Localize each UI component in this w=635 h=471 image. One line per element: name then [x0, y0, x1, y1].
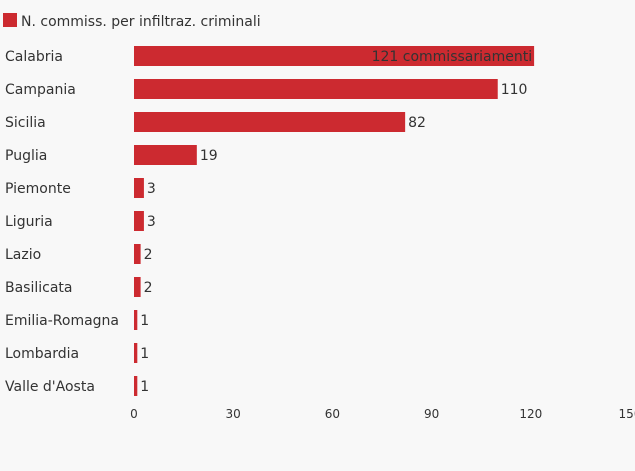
category-label: Piemonte	[5, 181, 71, 197]
data-label: 2	[144, 247, 153, 263]
data-labels: 121 commissariamenti 110 82 19 3 3 2 2 1 1 1	[140, 49, 532, 395]
category-label: Valle d'Aosta	[5, 379, 95, 395]
category-label: Calabria	[5, 49, 63, 65]
bar	[134, 211, 144, 231]
legend-swatch	[3, 13, 17, 27]
legend-label: N. commiss. per infiltraz. criminali	[21, 14, 261, 30]
bar	[134, 310, 138, 330]
bar	[134, 112, 406, 132]
data-label: 110	[501, 82, 528, 98]
data-label: 3	[147, 181, 156, 197]
bar	[134, 244, 141, 264]
data-label: 1	[140, 346, 149, 362]
category-label: Sicilia	[5, 115, 46, 131]
x-tick-label: 120	[519, 407, 542, 421]
category-label: Basilicata	[5, 280, 73, 296]
x-tick-label: 150	[619, 407, 635, 421]
data-label: 1	[140, 313, 149, 329]
bar	[134, 376, 138, 396]
x-tick-label: 0	[130, 407, 138, 421]
data-label: 3	[147, 214, 156, 230]
x-axis-ticks: 0 30 60 90 120 150	[130, 407, 635, 421]
bar	[134, 79, 498, 99]
data-label: 1	[140, 379, 149, 395]
x-tick-label: 90	[424, 407, 439, 421]
category-labels: Calabria Campania Sicilia Puglia Piemonte Lig…	[5, 49, 119, 395]
data-label: 82	[408, 115, 426, 131]
bar	[134, 343, 138, 363]
data-label: 121 commissariamenti	[372, 49, 533, 65]
category-label: Lombardia	[5, 346, 79, 362]
bar	[134, 277, 141, 297]
data-label: 2	[144, 280, 153, 296]
category-label: Campania	[5, 82, 76, 98]
legend: N. commiss. per infiltraz. criminali	[3, 13, 261, 30]
bar	[134, 145, 197, 165]
category-label: Lazio	[5, 247, 41, 263]
x-tick-label: 60	[325, 407, 340, 421]
bar	[134, 46, 535, 66]
x-tick-label: 30	[226, 407, 241, 421]
bars	[134, 46, 535, 396]
category-label: Emilia-Romagna	[5, 313, 119, 329]
bar	[134, 178, 144, 198]
category-label: Liguria	[5, 214, 53, 230]
category-label: Puglia	[5, 148, 47, 164]
data-label: 19	[200, 148, 218, 164]
